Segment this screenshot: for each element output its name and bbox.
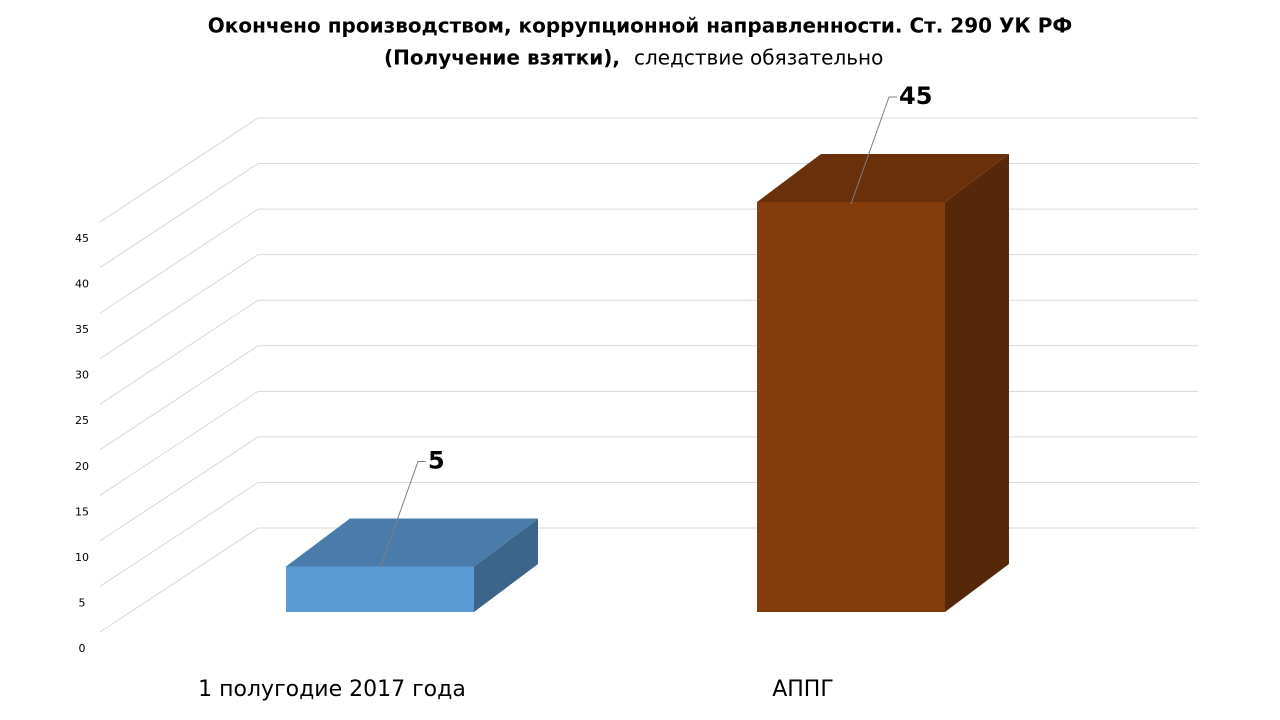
grid-line [99,527,1198,633]
y-tick-label: 35 [75,323,89,336]
grid-line [99,481,1198,587]
grid-line [99,254,1198,360]
x-tick-label: 1 полугодие 2017 года [198,677,466,702]
leader-line [379,460,426,569]
grid-line [99,345,1198,451]
data-label: 45 [899,82,932,110]
grid-line [99,299,1198,405]
grid-line [99,117,1198,223]
bar [757,202,945,612]
grid-line [99,163,1198,268]
leader-line [850,96,897,205]
x-tick-label: АППГ [772,677,834,702]
data-label: 5 [428,446,445,474]
y-tick-label: 25 [75,414,89,427]
grid-line [99,208,1198,314]
y-tick-label: 0 [79,642,86,655]
chart-subtitle: следствие обязательно [634,46,883,70]
y-tick-label: 45 [75,232,89,245]
y-tick-label: 10 [75,551,89,564]
y-tick-label: 30 [75,369,89,382]
chart-title: (Получение взятки), [384,46,620,70]
chart-title: Окончено производством, коррупционной на… [208,14,1072,38]
bar-side [945,154,1009,612]
grid-line [99,390,1198,496]
y-tick-label: 15 [75,505,89,518]
bar [286,566,474,612]
grid-line [99,436,1198,542]
bar-top [757,154,1009,202]
bar-side [474,518,538,612]
y-tick-label: 40 [75,278,89,291]
bar-top [286,518,538,567]
y-tick-label: 20 [75,460,89,473]
y-tick-label: 5 [79,596,86,609]
